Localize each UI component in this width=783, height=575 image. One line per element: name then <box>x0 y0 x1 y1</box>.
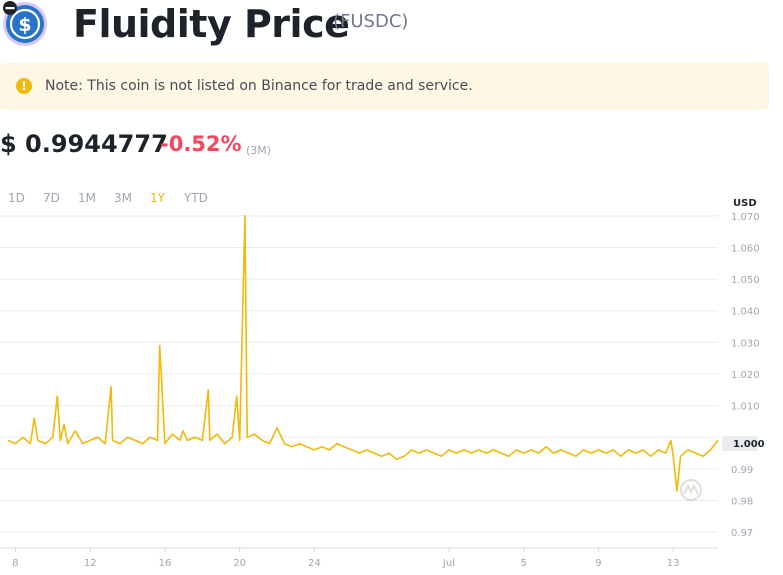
range-tab-1y[interactable]: 1Y <box>150 191 165 205</box>
x-tick-label: 24 <box>308 558 321 569</box>
y-tick-label: 0.97 <box>731 528 753 539</box>
coinmarketcap-watermark <box>680 479 702 501</box>
x-tick-label: 13 <box>667 558 680 569</box>
current-price: $ 0.9944777 <box>0 130 168 158</box>
y-tick-label: 1.010 <box>731 402 760 413</box>
page-title: Fluidity Price <box>73 2 350 46</box>
x-tick-label: 12 <box>84 558 97 569</box>
current-value-label: 1.000 <box>733 439 765 450</box>
svg-text:$: $ <box>18 14 31 36</box>
current-value-badge: 1.000 <box>722 436 765 451</box>
price-line <box>7 214 719 492</box>
range-tab-1m[interactable]: 1M <box>78 191 96 205</box>
price-chart[interactable]: USD 1.070 1.060 1.050 1.040 1.030 1.020 1.010 0… <box>0 190 783 575</box>
x-tick-label: 16 <box>159 558 172 569</box>
y-tick-label: 0.98 <box>731 497 753 508</box>
range-tab-1d[interactable]: 1D <box>8 191 25 205</box>
warning-icon: ! <box>16 78 32 94</box>
listing-note: ! Note: This coin is not listed on Binan… <box>0 63 769 110</box>
x-tick-label: 9 <box>595 558 601 569</box>
x-tick-label: 20 <box>233 558 246 569</box>
y-tick-label: 1.070 <box>731 212 760 223</box>
y-tick-label: 1.040 <box>731 307 760 318</box>
x-tick-label: 5 <box>520 558 526 569</box>
unit-label: USD <box>733 198 757 209</box>
x-tick-label: Jul <box>442 558 455 569</box>
range-tab-3m[interactable]: 3M <box>114 191 132 205</box>
usdc-coin-logo: $ <box>3 1 47 46</box>
note-text: Note: This coin is not listed on Binance… <box>45 78 473 94</box>
y-tick-label: 1.060 <box>731 243 760 254</box>
range-tab-7d[interactable]: 7D <box>43 191 60 205</box>
y-tick-label: 0.99 <box>731 465 753 476</box>
range-tab-ytd[interactable]: YTD <box>184 191 208 205</box>
price-change: -0.52% <box>160 132 242 156</box>
y-tick-label: 1.050 <box>731 275 760 286</box>
change-period: (3M) <box>246 144 272 157</box>
coin-header: $ Fluidity Price (FUSDC) <box>0 0 783 50</box>
x-tick-label: 8 <box>12 558 18 569</box>
y-tick-label: 1.030 <box>731 338 760 349</box>
coin-symbol: (FUSDC) <box>333 11 409 32</box>
y-tick-label: 1.020 <box>731 370 760 381</box>
